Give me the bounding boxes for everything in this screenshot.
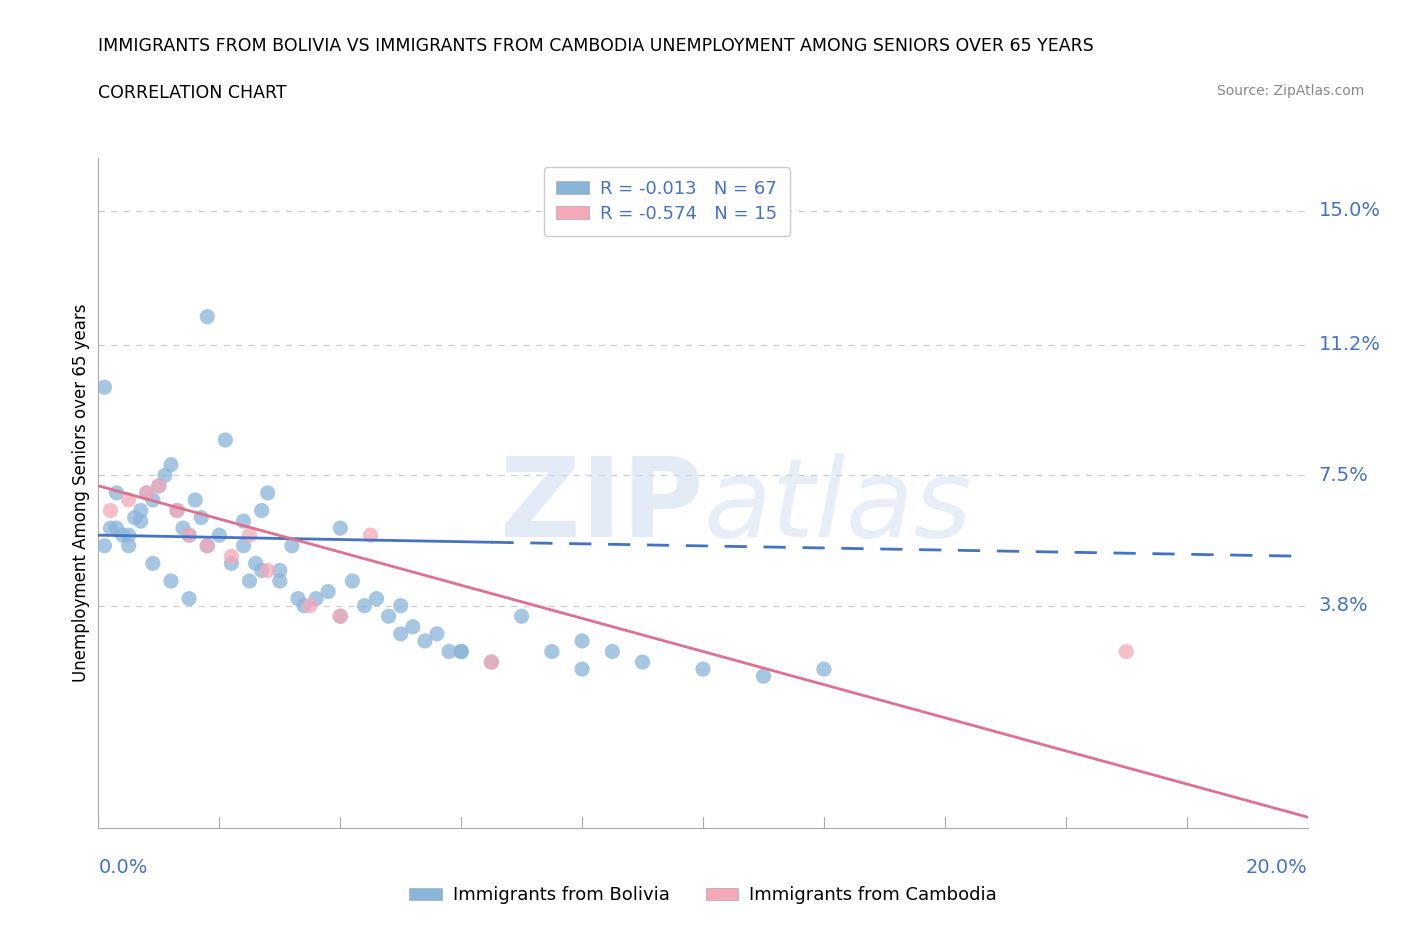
Point [450,644,472,659]
Point [166,503,188,518]
Point [426,627,449,642]
Text: 15.0%: 15.0% [1319,202,1381,220]
Point [481,655,503,670]
Point [118,493,141,508]
Point [239,527,262,542]
Text: atlas: atlas [703,453,972,560]
Point [250,503,273,518]
Point [129,503,152,518]
Point [692,661,714,676]
Point [245,556,267,571]
Point [124,511,146,525]
Point [329,609,352,624]
Point [118,538,141,553]
Point [510,609,533,624]
Point [93,379,115,394]
Point [190,511,212,525]
Point [256,563,278,578]
Text: 7.5%: 7.5% [1319,466,1368,485]
Point [100,521,122,536]
Point [631,655,654,670]
Point [329,609,352,624]
Point [153,468,176,483]
Point [129,513,152,528]
Point [571,661,593,676]
Point [342,574,364,589]
Point [256,485,278,500]
Point [105,521,128,536]
Point [221,556,243,571]
Point [232,513,254,528]
Point [177,527,201,542]
Point [221,549,243,564]
Point [329,521,352,536]
Point [269,563,291,578]
Point [366,591,388,606]
Point [214,432,236,447]
Point [281,538,304,553]
Point [287,591,309,606]
Point [450,644,472,659]
Point [135,485,157,500]
Text: 11.2%: 11.2% [1319,336,1381,354]
Point [353,598,375,613]
Point [437,644,460,659]
Point [166,503,188,518]
Point [269,574,291,589]
Point [389,627,412,642]
Point [305,591,328,606]
Point [316,584,339,599]
Legend: R = -0.013   N = 67, R = -0.574   N = 15: R = -0.013 N = 67, R = -0.574 N = 15 [544,167,790,235]
Point [481,655,503,670]
Point [1115,644,1137,659]
Point [172,521,194,536]
Text: ZIP: ZIP [499,453,703,560]
Point [100,503,122,518]
Point [377,609,399,624]
Point [360,527,382,542]
Point [142,556,165,571]
Text: CORRELATION CHART: CORRELATION CHART [98,84,287,101]
Point [105,485,128,500]
Point [602,644,624,659]
Text: 0.0%: 0.0% [98,858,148,877]
Point [208,527,231,542]
Text: IMMIGRANTS FROM BOLIVIA VS IMMIGRANTS FROM CAMBODIA UNEMPLOYMENT AMONG SENIORS O: IMMIGRANTS FROM BOLIVIA VS IMMIGRANTS FR… [98,37,1094,55]
Point [752,669,775,684]
Point [184,493,207,508]
Point [571,633,593,648]
Point [195,538,218,553]
Point [160,574,183,589]
Point [299,598,322,613]
Text: Source: ZipAtlas.com: Source: ZipAtlas.com [1216,84,1364,98]
Y-axis label: Unemployment Among Seniors over 65 years: Unemployment Among Seniors over 65 years [72,304,90,682]
Point [195,538,218,553]
Point [148,478,170,493]
Text: 3.8%: 3.8% [1319,596,1368,615]
Point [118,527,141,542]
Point [148,478,170,493]
Point [177,591,201,606]
Point [160,458,183,472]
Point [111,527,134,542]
Point [389,598,412,613]
Point [135,485,157,500]
Point [402,619,425,634]
Point [177,527,201,542]
Point [540,644,562,659]
Point [93,538,115,553]
Text: 20.0%: 20.0% [1246,858,1308,877]
Point [413,633,436,648]
Point [195,310,218,325]
Point [232,538,254,553]
Legend: Immigrants from Bolivia, Immigrants from Cambodia: Immigrants from Bolivia, Immigrants from… [402,879,1004,911]
Point [813,661,835,676]
Point [142,493,165,508]
Point [250,563,273,578]
Point [239,574,262,589]
Point [292,598,315,613]
